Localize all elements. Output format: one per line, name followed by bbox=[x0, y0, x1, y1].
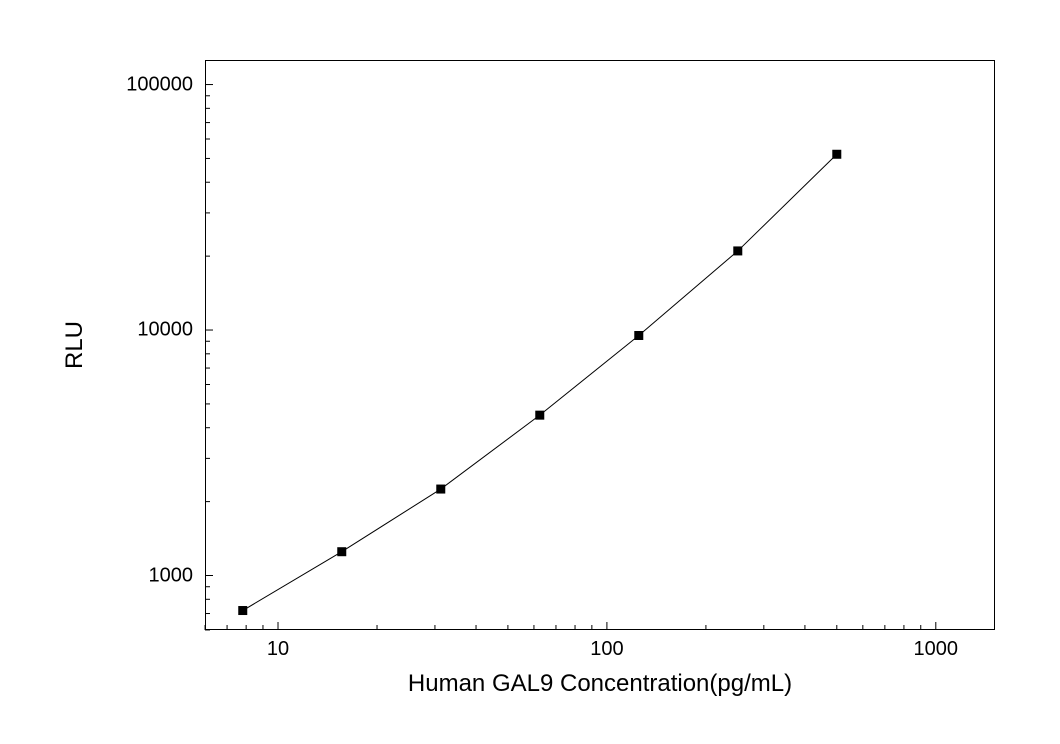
chart-svg bbox=[0, 0, 1060, 744]
y-tick-label: 1000 bbox=[149, 564, 194, 587]
data-marker bbox=[832, 150, 841, 159]
chart-container: RLU Human GAL9 Concentration(pg/mL) 10 10… bbox=[0, 0, 1060, 744]
ticks-group bbox=[205, 85, 936, 630]
y-tick-label: 10000 bbox=[137, 319, 193, 342]
x-axis-label: Human GAL9 Concentration(pg/mL) bbox=[205, 670, 995, 698]
data-marker bbox=[337, 547, 346, 556]
data-marker bbox=[733, 246, 742, 255]
data-marker bbox=[238, 606, 247, 615]
x-tick-label: 1000 bbox=[914, 638, 959, 661]
x-tick-label: 100 bbox=[590, 638, 623, 661]
y-axis-label: RLU bbox=[61, 245, 89, 445]
x-tick-label: 10 bbox=[267, 638, 289, 661]
data-marker bbox=[535, 411, 544, 420]
y-tick-label: 100000 bbox=[126, 73, 193, 96]
series-line bbox=[243, 154, 837, 610]
data-marker bbox=[436, 485, 445, 494]
data-marker bbox=[634, 331, 643, 340]
